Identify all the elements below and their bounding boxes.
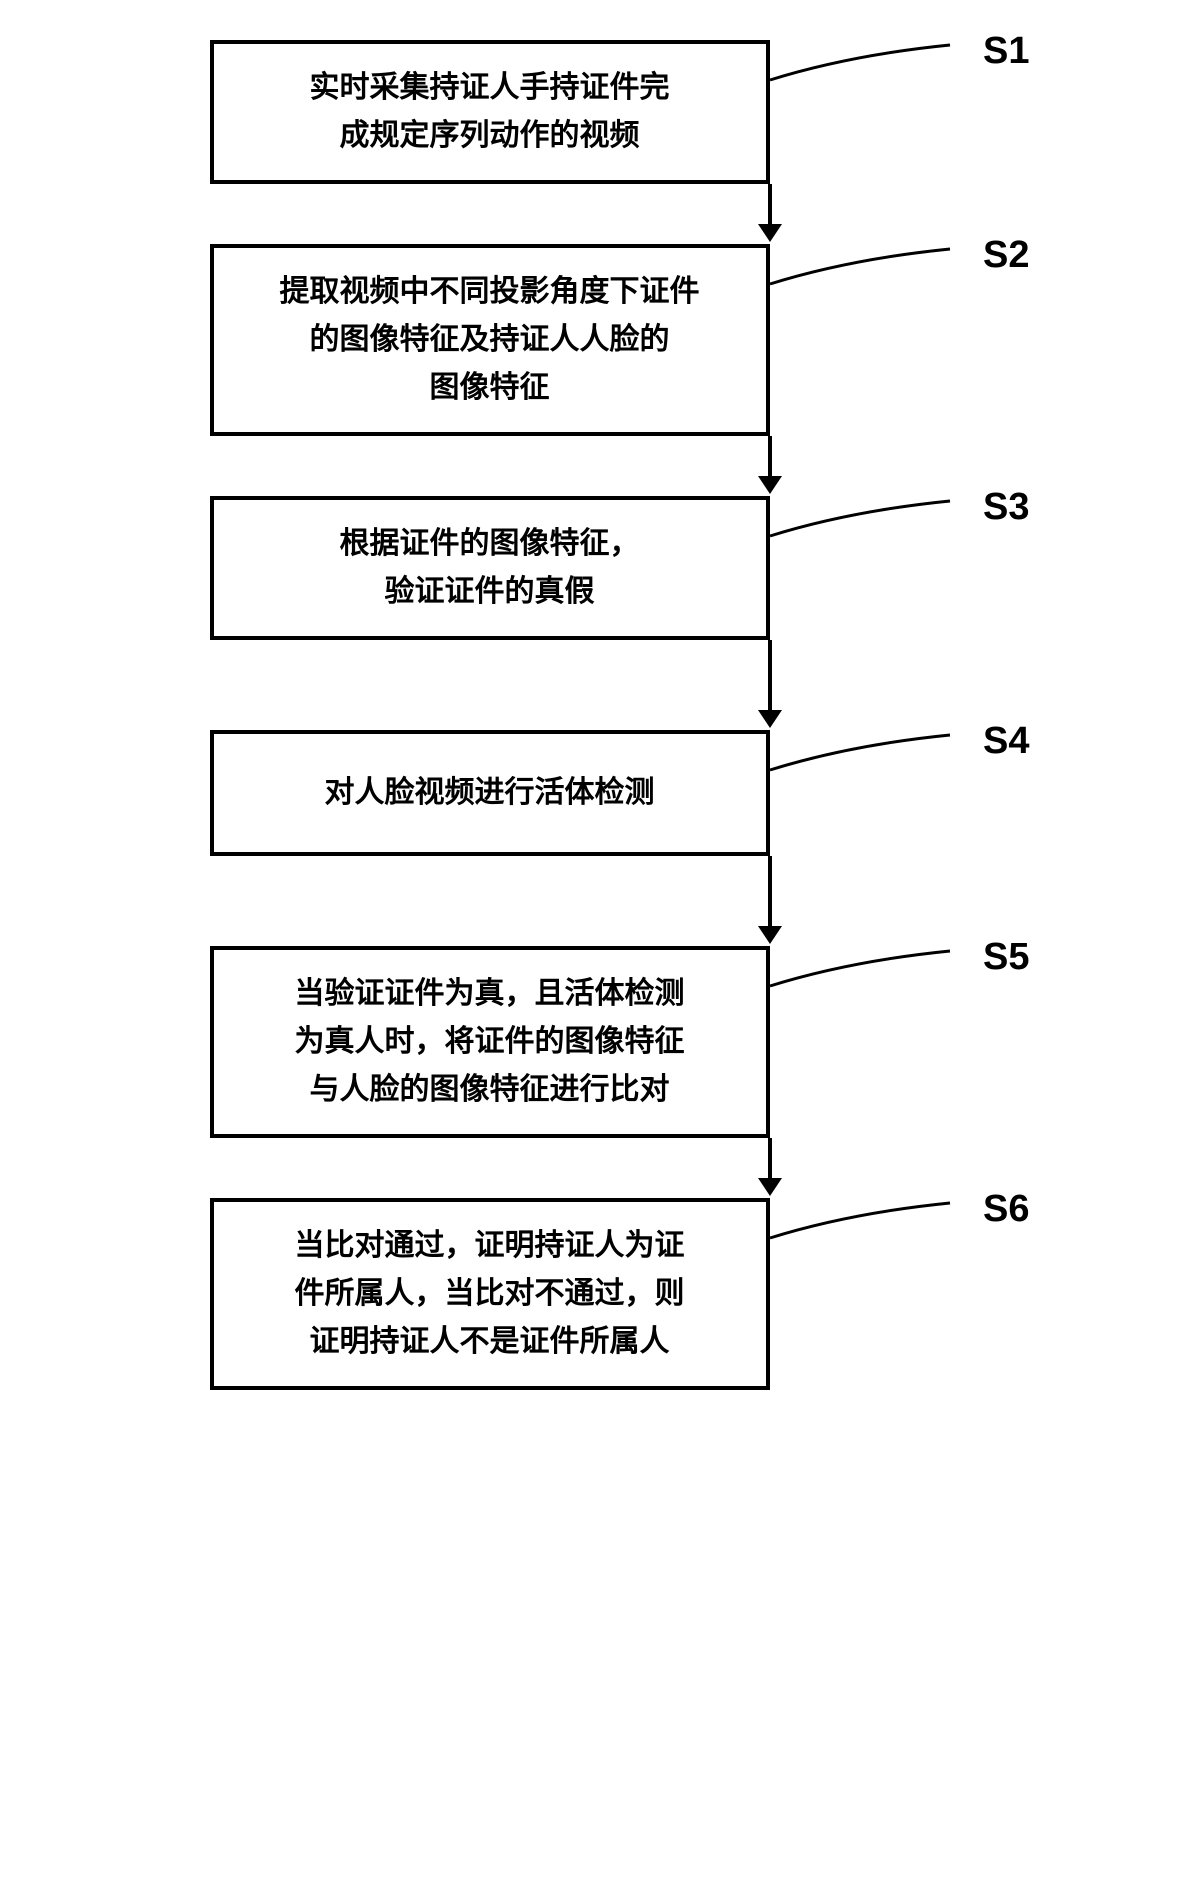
connector-line-s5	[770, 956, 970, 1016]
connector-line-s4	[770, 740, 970, 800]
step-text-line: 验证证件的真假	[244, 568, 736, 616]
step-text-line: 为真人时，将证件的图像特征	[244, 1018, 736, 1066]
arrow-line	[768, 856, 772, 926]
step-text-line: 当验证证件为真，且活体检测	[244, 970, 736, 1018]
arrow-s5-s6	[758, 1138, 782, 1198]
step-text-line: 实时采集持证人手持证件完	[244, 64, 736, 112]
arrow-line	[768, 1138, 772, 1178]
step-text-line: 的图像特征及持证人人脸的	[244, 316, 736, 364]
arrow-line	[768, 184, 772, 224]
step-text-line: 根据证件的图像特征，	[244, 520, 736, 568]
connector-line-s3	[770, 506, 970, 566]
arrow-head-icon	[758, 1178, 782, 1196]
connector-line-s2	[770, 254, 970, 314]
arrow-head-icon	[758, 926, 782, 944]
step-box-s2: 提取视频中不同投影角度下证件 的图像特征及持证人人脸的 图像特征	[210, 244, 770, 436]
step-text-line: 对人脸视频进行活体检测	[244, 769, 736, 817]
step-text-line: 提取视频中不同投影角度下证件	[244, 268, 736, 316]
arrow-s4-s5	[758, 856, 782, 946]
connector-line-s6	[770, 1208, 970, 1268]
flowchart-container: 实时采集持证人手持证件完 成规定序列动作的视频 S1 提取视频中不同投影角度下证…	[150, 40, 1050, 1390]
step-row-s3: 根据证件的图像特征， 验证证件的真假 S3	[150, 496, 1050, 640]
step-label-s4: S4	[983, 720, 1029, 763]
step-text-line: 成规定序列动作的视频	[244, 112, 736, 160]
connector-line-s1	[770, 50, 970, 110]
step-row-s2: 提取视频中不同投影角度下证件 的图像特征及持证人人脸的 图像特征 S2	[150, 244, 1050, 436]
arrow-s1-s2	[758, 184, 782, 244]
step-label-s5: S5	[983, 936, 1029, 979]
step-text-line: 图像特征	[244, 364, 736, 412]
step-text-line: 件所属人，当比对不通过，则	[244, 1270, 736, 1318]
step-box-s6: 当比对通过，证明持证人为证 件所属人，当比对不通过，则 证明持证人不是证件所属人	[210, 1198, 770, 1390]
arrow-head-icon	[758, 710, 782, 728]
step-box-s4: 对人脸视频进行活体检测	[210, 730, 770, 856]
arrow-line	[768, 640, 772, 710]
step-text-line: 与人脸的图像特征进行比对	[244, 1066, 736, 1114]
step-row-s5: 当验证证件为真，且活体检测 为真人时，将证件的图像特征 与人脸的图像特征进行比对…	[150, 946, 1050, 1138]
arrow-line	[768, 436, 772, 476]
step-label-s2: S2	[983, 234, 1029, 277]
step-box-s1: 实时采集持证人手持证件完 成规定序列动作的视频	[210, 40, 770, 184]
arrow-s3-s4	[758, 640, 782, 730]
step-label-s1: S1	[983, 30, 1029, 73]
step-row-s1: 实时采集持证人手持证件完 成规定序列动作的视频 S1	[150, 40, 1050, 184]
arrow-head-icon	[758, 476, 782, 494]
step-box-s5: 当验证证件为真，且活体检测 为真人时，将证件的图像特征 与人脸的图像特征进行比对	[210, 946, 770, 1138]
step-text-line: 当比对通过，证明持证人为证	[244, 1222, 736, 1270]
arrow-head-icon	[758, 224, 782, 242]
step-box-s3: 根据证件的图像特征， 验证证件的真假	[210, 496, 770, 640]
arrow-s2-s3	[758, 436, 782, 496]
step-row-s6: 当比对通过，证明持证人为证 件所属人，当比对不通过，则 证明持证人不是证件所属人…	[150, 1198, 1050, 1390]
step-label-s3: S3	[983, 486, 1029, 529]
step-text-line: 证明持证人不是证件所属人	[244, 1318, 736, 1366]
step-label-s6: S6	[983, 1188, 1029, 1231]
step-row-s4: 对人脸视频进行活体检测 S4	[150, 730, 1050, 856]
